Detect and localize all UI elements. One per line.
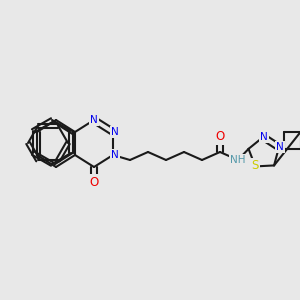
Text: O: O <box>215 130 225 143</box>
Text: N: N <box>111 150 119 160</box>
Text: O: O <box>89 176 99 188</box>
Text: N: N <box>111 127 119 137</box>
Text: N: N <box>276 142 284 152</box>
Text: N: N <box>260 132 268 142</box>
Text: S: S <box>252 159 259 172</box>
Text: NH: NH <box>230 155 246 165</box>
Text: N: N <box>90 115 98 125</box>
